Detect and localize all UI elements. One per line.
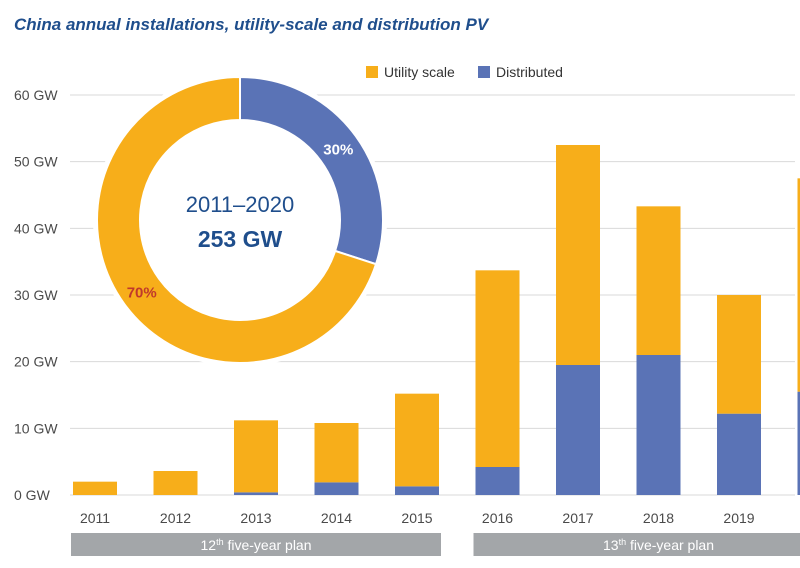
x-tick-label: 2014 [321,510,352,526]
bar-distributed-2014 [314,482,359,495]
donut-slice-label: 30% [323,142,353,159]
legend-label: Utility scale [384,64,455,80]
x-tick-label: 2015 [401,510,432,526]
legend-label: Distributed [496,64,563,80]
bar-distributed-2013 [234,492,278,495]
x-tick-label: 2011 [80,510,110,526]
legend-swatch [366,66,378,78]
plan-band-bg [71,533,441,556]
donut-total-label: 253 GW [198,226,283,252]
bar-utility-scale-2019 [717,295,761,414]
y-tick-label: 50 GW [14,154,58,170]
five-year-plans: 12th five-year plan 13th five-year plan [71,533,800,556]
plan-label: 13th five-year plan [603,537,714,553]
y-tick-label: 60 GW [14,87,58,103]
donut-slice-label: 70% [127,284,157,301]
bar-utility-scale-2020 [797,178,800,392]
y-tick-label: 40 GW [14,220,58,236]
bar-utility-scale-2011 [73,481,117,495]
bar-utility-scale-2018 [636,206,681,355]
x-tick-label: 2013 [240,510,271,526]
bar-utility-scale-2014 [314,423,359,483]
bar-utility-scale-2012 [153,471,198,495]
x-tick-label: 2018 [643,510,674,526]
x-tick-label: 2019 [723,510,754,526]
y-tick-label: 0 GW [14,487,51,503]
x-axis: 2011201220132014201520162017201820192020 [80,510,755,526]
donut-chart: 30% 70% 2011–2020 253 GW [93,73,387,367]
x-tick-label: 2012 [160,510,191,526]
donut-slice-distributed [239,75,384,266]
plan-label: 12th five-year plan [200,537,311,553]
donut-range-label: 2011–2020 [186,192,295,217]
x-tick-label: 2016 [482,510,513,526]
bar-distributed-2016 [475,467,520,495]
x-tick-label: 2017 [562,510,593,526]
plan-band-bg [473,533,800,556]
legend-swatch [478,66,490,78]
bar-utility-scale-2016 [475,270,520,467]
legend-item-utility-scale: Utility scale [366,64,455,80]
bar-utility-scale-2017 [556,145,600,365]
donut-slice-utility-scale [96,75,378,364]
bar-distributed-2017 [556,365,600,495]
bar-utility-scale-2013 [234,420,278,493]
bar-distributed-2015 [395,486,439,495]
plan-band-2: 13th five-year plan [473,533,800,556]
bars [73,145,800,495]
y-tick-label: 30 GW [14,287,58,303]
bar-distributed-2019 [717,413,761,495]
legend: Utility scale Distributed [366,64,563,80]
y-tick-label: 10 GW [14,420,58,436]
chart-title: China annual installations, utility-scal… [14,15,490,34]
bar-distributed-2020 [797,391,800,495]
legend-item-distributed: Distributed [478,64,563,80]
y-tick-label: 20 GW [14,354,58,370]
bar-utility-scale-2015 [395,393,439,487]
y-axis: 0 GW 10 GW 20 GW 30 GW 40 GW 50 GW 60 GW [14,87,58,503]
plan-band-1: 12th five-year plan [71,533,441,556]
bar-distributed-2018 [636,355,681,495]
